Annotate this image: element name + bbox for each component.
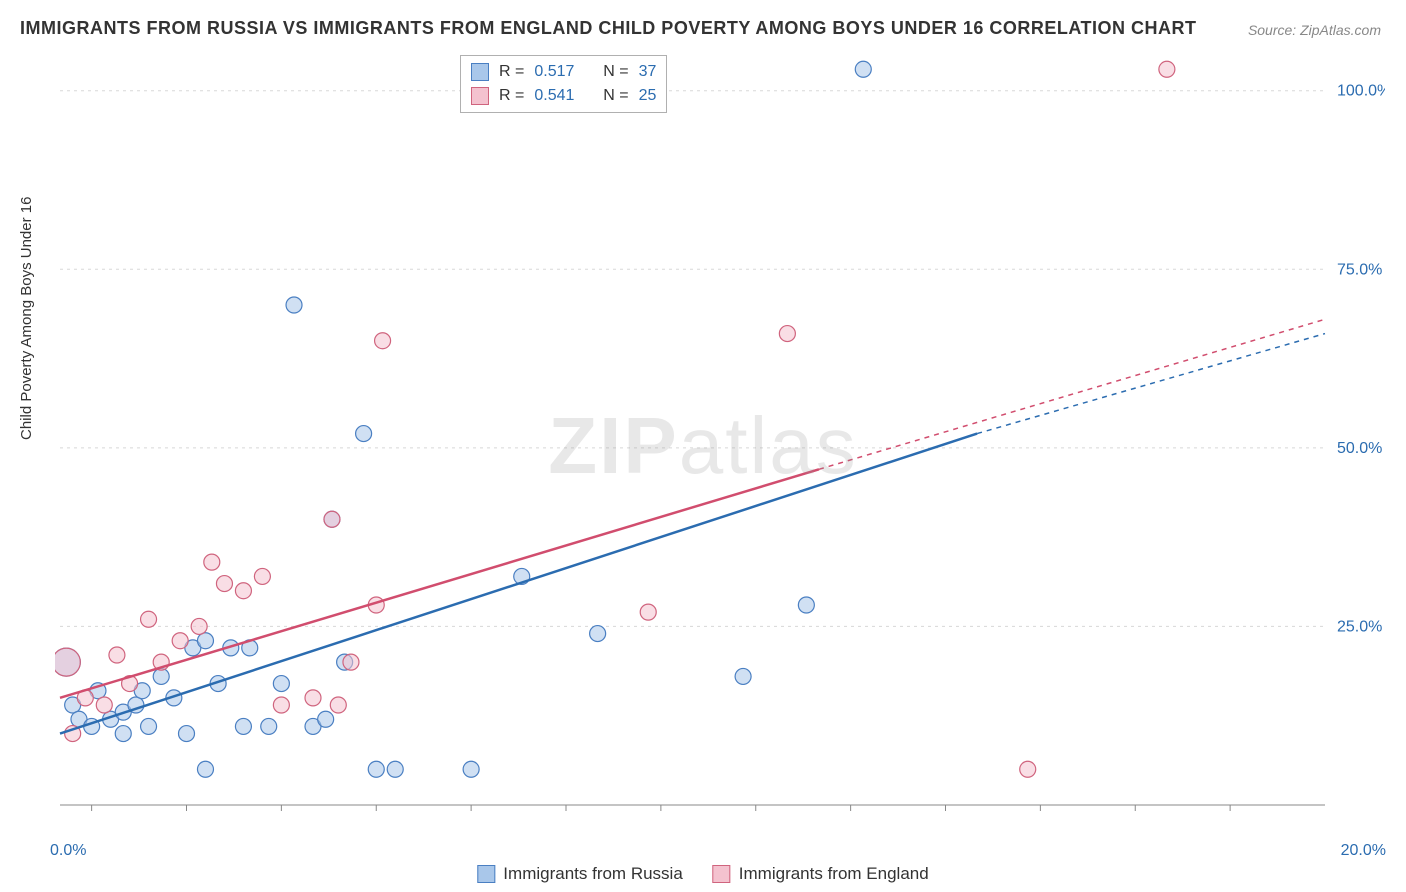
x-tick-1: 20.0% (1341, 842, 1386, 860)
swatch-icon (477, 865, 495, 883)
series-legend: Immigrants from Russia Immigrants from E… (477, 864, 928, 884)
svg-text:100.0%: 100.0% (1337, 83, 1385, 100)
svg-text:50.0%: 50.0% (1337, 440, 1382, 457)
chart-title: IMMIGRANTS FROM RUSSIA VS IMMIGRANTS FRO… (20, 18, 1197, 39)
legend-item: Immigrants from Russia (477, 864, 682, 884)
correlation-row: R = 0.517 N = 37 (471, 60, 656, 84)
correlation-legend: R = 0.517 N = 37 R = 0.541 N = 25 (460, 55, 667, 113)
correlation-row: R = 0.541 N = 25 (471, 84, 656, 108)
legend-label: Immigrants from Russia (503, 864, 682, 884)
legend-label: Immigrants from England (739, 864, 929, 884)
x-tick-0: 0.0% (50, 842, 86, 860)
source-label: Source: ZipAtlas.com (1248, 22, 1381, 38)
y-axis-label: Child Poverty Among Boys Under 16 (18, 197, 35, 440)
legend-item: Immigrants from England (713, 864, 929, 884)
swatch-icon (471, 63, 489, 81)
swatch-icon (713, 865, 731, 883)
svg-text:25.0%: 25.0% (1337, 618, 1382, 635)
scatter-plot: 25.0% 50.0% 75.0% 100.0% (55, 50, 1385, 825)
svg-text:75.0%: 75.0% (1337, 261, 1382, 278)
swatch-icon (471, 87, 489, 105)
